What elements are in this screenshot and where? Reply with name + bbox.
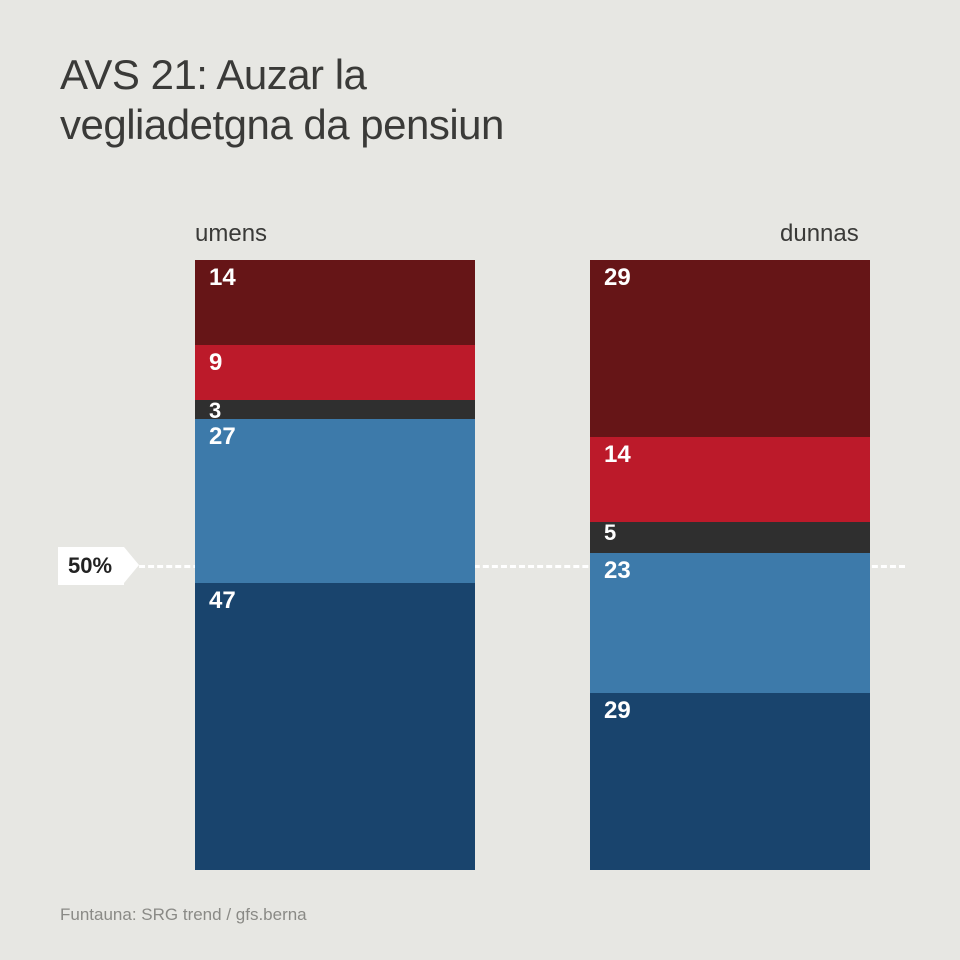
segment-label: 14 xyxy=(604,441,631,469)
segment-label: 47 xyxy=(209,587,236,615)
segment-label: 29 xyxy=(604,264,631,292)
segment: 5 xyxy=(590,522,870,553)
reference-label: 50% xyxy=(68,553,112,578)
reference-badge: 50% xyxy=(58,547,124,585)
segment: 47 xyxy=(195,583,475,870)
chart-title: AVS 21: Auzar la vegliadetgna da pensiun xyxy=(60,50,504,151)
segment-label: 5 xyxy=(604,520,616,546)
segment: 14 xyxy=(590,437,870,522)
title-line-2: vegliadetgna da pensiun xyxy=(60,101,504,148)
segment-label: 29 xyxy=(604,697,631,725)
title-line-1: AVS 21: Auzar la xyxy=(60,51,366,98)
segment-label: 9 xyxy=(209,349,222,377)
segment-label: 27 xyxy=(209,423,236,451)
segment: 14 xyxy=(195,260,475,345)
segment: 9 xyxy=(195,345,475,400)
bar-umens: 14 9 3 27 47 xyxy=(195,260,475,870)
segment-label: 23 xyxy=(604,557,631,585)
segment: 29 xyxy=(590,260,870,437)
segment: 23 xyxy=(590,553,870,693)
bar-dunnas: 29 14 5 23 29 xyxy=(590,260,870,870)
segment-label: 14 xyxy=(209,264,236,292)
chart-area: 50% umens 14 9 3 27 47 dunnas 29 14 5 23 29 xyxy=(0,220,960,880)
segment: 29 xyxy=(590,693,870,870)
segment: 27 xyxy=(195,419,475,584)
column-label-umens: umens xyxy=(195,220,267,248)
column-label-dunnas: dunnas xyxy=(780,220,859,248)
source-text: Funtauna: SRG trend / gfs.berna xyxy=(60,905,307,925)
segment: 3 xyxy=(195,400,475,418)
